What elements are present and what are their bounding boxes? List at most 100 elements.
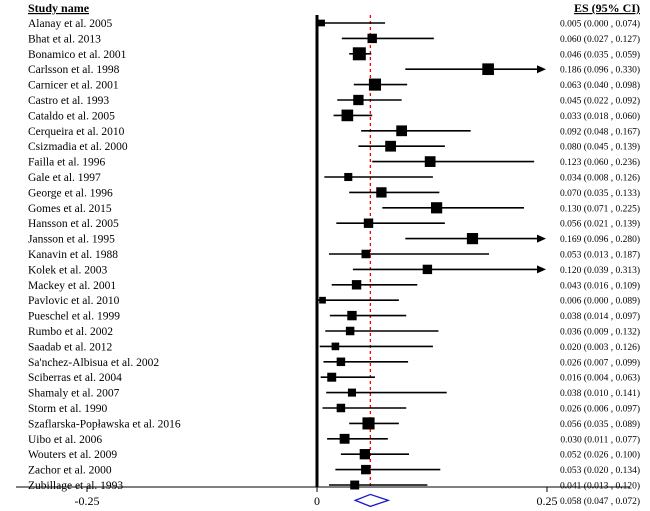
study-name: Cataldo et al. 2005 [28, 110, 115, 122]
study-name: Gale et al. 1997 [28, 172, 101, 184]
study-name: Jansson et al. 1995 [28, 234, 115, 246]
study-es-label: 0.046 (0.035 , 0.059) [560, 49, 640, 60]
study-name: Shamaly et al. 2007 [28, 388, 120, 400]
x-tick-label: -0.25 [75, 494, 100, 508]
study-effect-square [367, 33, 377, 44]
study-effect-square [339, 433, 350, 444]
study-name: Carnicer et al. 2001 [28, 80, 119, 92]
plot-marks: Alanay et al. 2005 0.005 (0.000 , 0.074) B… [16, 15, 640, 508]
study-row: Szaflarska-Popławska et al. 2016 0.056 (0… [28, 417, 640, 430]
study-effect-square [385, 140, 396, 152]
study-effect-square [319, 296, 326, 304]
study-effect-square [327, 372, 337, 382]
study-name: Csizmadia et al. 2000 [28, 141, 128, 153]
study-name: Pavlovic et al. 2010 [28, 295, 120, 307]
x-tick-label: 0.25 [537, 494, 558, 508]
header-es-ci: ES (95% CI) [574, 1, 640, 15]
pooled-es-label: 0.058 (0.047 , 0.072) [560, 496, 640, 507]
study-row: Mackey et al. 2001 0.043 (0.016 , 0.109) [28, 280, 640, 292]
pooled-diamond [353, 493, 391, 508]
study-name: Saadab et al. 2012 [28, 341, 113, 353]
study-ci-arrow [537, 65, 546, 74]
study-name: Sciberras et al. 2004 [28, 372, 122, 384]
study-effect-square [341, 109, 354, 122]
study-name: Sa'nchez-Albisua et al. 2002 [28, 357, 159, 369]
study-name: Zachor et al. 2000 [28, 465, 112, 477]
study-effect-square [336, 403, 346, 413]
study-row: Cataldo et al. 2005 0.033 (0.018 , 0.060) [28, 109, 640, 122]
study-row: Saadab et al. 2012 0.020 (0.003 , 0.126) [28, 341, 640, 353]
study-effect-square [347, 388, 356, 397]
study-effect-square [351, 280, 362, 290]
study-name: Rumbo et al. 2002 [28, 326, 113, 338]
study-name: Kanavin et al. 1988 [28, 249, 118, 261]
study-ci-arrow [537, 265, 546, 274]
study-effect-square [347, 310, 357, 321]
study-es-label: 0.045 (0.022 , 0.092) [560, 96, 640, 107]
study-row: Hansson et al. 2005 0.056 (0.021 , 0.139) [28, 218, 640, 230]
study-effect-square [466, 233, 479, 245]
study-es-label: 0.033 (0.018 , 0.060) [560, 111, 640, 122]
study-row: Rumbo et al. 2002 0.036 (0.009 , 0.132) [28, 326, 640, 338]
study-name: Gomes et al. 2015 [28, 203, 112, 215]
study-name: Castro et al. 1993 [28, 95, 109, 107]
study-effect-square [376, 187, 387, 198]
study-es-label: 0.016 (0.004 , 0.063) [560, 373, 640, 384]
study-es-label: 0.026 (0.007 , 0.099) [560, 357, 640, 368]
study-name: Szaflarska-Popławska et al. 2016 [28, 418, 181, 430]
study-es-label: 0.036 (0.009 , 0.132) [560, 327, 640, 338]
study-row: Zachor et al. 2000 0.053 (0.020 , 0.134) [28, 465, 640, 477]
study-name: Storm et al. 1990 [28, 403, 107, 415]
x-tick-label: 0 [314, 494, 320, 508]
study-es-label: 0.056 (0.035 , 0.089) [560, 419, 640, 430]
study-row: Storm et al. 1990 0.026 (0.006 , 0.097) [28, 403, 640, 415]
study-row: Csizmadia et al. 2000 0.080 (0.045 , 0.13… [28, 140, 640, 153]
study-row: Uibo et al. 2006 0.030 (0.011 , 0.077) [28, 434, 640, 446]
study-row: Bhat et al. 2013 0.060 (0.027 , 0.127) [28, 33, 640, 45]
study-es-label: 0.070 (0.035 , 0.133) [560, 188, 640, 199]
study-row: Carlsson et al. 1998 0.186 (0.096 , 0.330… [28, 63, 640, 76]
study-effect-square [344, 172, 353, 182]
study-name: Alanay et al. 2005 [28, 18, 113, 30]
study-effect-square [396, 125, 408, 137]
study-name: Carlsson et al. 1998 [28, 64, 120, 76]
study-row: Sa'nchez-Albisua et al. 2002 0.026 (0.007… [28, 357, 640, 369]
header-study-name: Study name [28, 1, 90, 15]
study-effect-square [361, 249, 371, 259]
study-es-label: 0.034 (0.008 , 0.126) [560, 173, 640, 184]
study-row: Kolek et al. 2003 0.120 (0.039 , 0.313) [28, 264, 640, 276]
study-row: Kanavin et al. 1988 0.053 (0.013 , 0.187) [28, 249, 640, 261]
study-effect-square [336, 357, 346, 367]
study-name: Cerqueira et al. 2010 [28, 126, 125, 138]
study-name: Wouters et al. 2009 [28, 449, 117, 461]
study-es-label: 0.020 (0.003 , 0.126) [560, 342, 640, 353]
study-es-label: 0.130 (0.071 , 0.225) [560, 203, 640, 214]
study-row: Gomes et al. 2015 0.130 (0.071 , 0.225) [28, 202, 640, 215]
study-row: Pavlovic et al. 2010 0.006 (0.000 , 0.089… [28, 295, 640, 307]
study-es-label: 0.063 (0.040 , 0.098) [560, 80, 640, 91]
study-effect-square [350, 480, 360, 490]
study-es-label: 0.006 (0.000 , 0.089) [560, 296, 640, 307]
study-row: Shamaly et al. 2007 0.038 (0.010 , 0.141) [28, 388, 640, 400]
study-name: Pueschel et al. 1999 [28, 311, 120, 323]
study-effect-square [331, 342, 340, 351]
study-es-label: 0.038 (0.014 , 0.097) [560, 311, 640, 322]
study-effect-square [431, 202, 443, 214]
study-es-label: 0.041 (0.013 , 0.120) [560, 481, 640, 492]
study-name: Kolek et al. 2003 [28, 264, 107, 276]
study-row: Wouters et al. 2009 0.052 (0.026 , 0.100) [28, 449, 640, 461]
pooled-row: 0.058 (0.047 , 0.072) [353, 493, 640, 508]
study-es-label: 0.123 (0.060 , 0.236) [560, 157, 640, 168]
study-effect-square [368, 78, 382, 91]
study-es-label: 0.186 (0.096 , 0.330) [560, 65, 640, 76]
study-effect-square [359, 449, 370, 460]
study-name: Zubillage et al. 1993 [28, 480, 123, 492]
study-es-label: 0.053 (0.013 , 0.187) [560, 250, 640, 261]
study-es-label: 0.005 (0.000 , 0.074) [560, 19, 640, 30]
study-es-label: 0.060 (0.027 , 0.127) [560, 34, 640, 45]
study-row: Castro et al. 1993 0.045 (0.022 , 0.092) [28, 94, 640, 107]
study-row: George et al. 1996 0.070 (0.035 , 0.133) [28, 187, 640, 199]
study-es-label: 0.080 (0.045 , 0.139) [560, 142, 640, 153]
study-effect-square [361, 464, 371, 475]
